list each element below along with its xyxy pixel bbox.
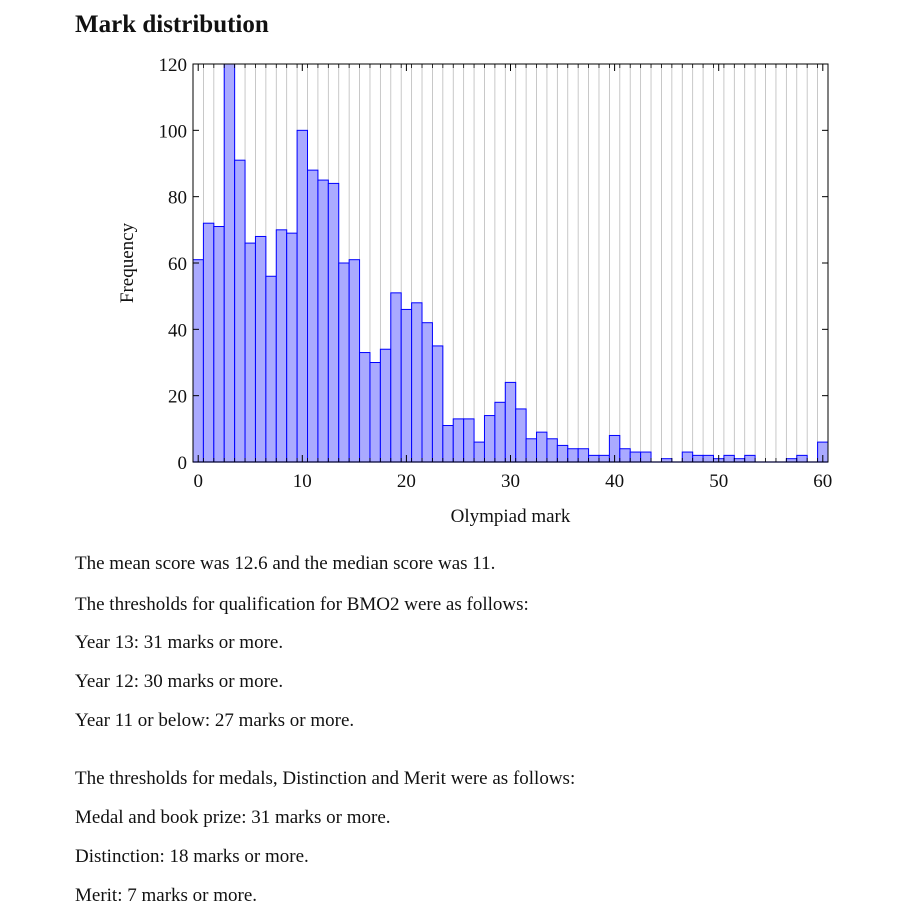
histogram-bar [546, 438, 558, 463]
histogram-bar [588, 454, 600, 463]
histogram-bar [473, 441, 485, 463]
histogram-bar [411, 302, 423, 463]
x-tick-label: 0 [193, 471, 203, 492]
histogram-bar [202, 222, 215, 463]
histogram-bar [577, 448, 590, 463]
histogram-bar [286, 232, 298, 463]
histogram-bar [400, 308, 413, 463]
histogram-bar [567, 448, 579, 463]
histogram-bar [525, 438, 538, 463]
x-tick-label: 60 [813, 471, 832, 492]
histogram-bar [619, 448, 631, 463]
histogram-bar [223, 63, 236, 463]
stats-line: The mean score was 12.6 and the median s… [75, 553, 496, 574]
x-axis-label: Olympiad mark [451, 506, 571, 527]
histogram-bar [504, 381, 517, 463]
histogram-bar [265, 275, 277, 463]
x-tick-label: 50 [709, 471, 728, 492]
bmo2-threshold: Year 11 or below: 27 marks or more. [75, 710, 355, 731]
histogram-bar [317, 179, 329, 463]
histogram-bar [421, 322, 433, 463]
y-tick-label: 40 [168, 320, 187, 341]
histogram-bar [359, 352, 371, 463]
histogram-bar [244, 242, 256, 463]
histogram-bar [598, 454, 610, 463]
histogram-bar [327, 182, 340, 463]
medal-threshold: Medal and book prize: 31 marks or more. [75, 807, 391, 828]
histogram-bar [536, 431, 548, 463]
histogram-bar [629, 451, 642, 463]
page-title: Mark distribution [75, 11, 269, 38]
bmo2-intro: The thresholds for qualification for BMO… [75, 594, 529, 615]
bmo2-threshold: Year 12: 30 marks or more. [75, 671, 284, 692]
histogram-bar [556, 444, 569, 463]
histogram-bar [515, 408, 527, 463]
histogram-bar [702, 454, 714, 463]
medal-threshold: Merit: 7 marks or more. [75, 885, 258, 906]
histogram-chart: 0 10 20 30 40 50 60 0 20 40 60 80 100 120 Olympiad mar… [117, 55, 832, 527]
histogram-bar [192, 259, 204, 463]
histogram-bar [275, 229, 288, 463]
histogram-bar [483, 415, 496, 463]
histogram-bar [296, 129, 309, 463]
histogram-bar [640, 451, 652, 463]
histogram-bar [723, 454, 735, 463]
histogram-bar [338, 262, 350, 463]
histogram-bar [463, 418, 475, 463]
x-tick-label: 20 [397, 471, 416, 492]
histogram-bar [213, 226, 225, 463]
histogram-bar [442, 425, 454, 463]
medal-threshold: Distinction: 18 marks or more. [75, 846, 309, 867]
histogram-bar [254, 235, 267, 463]
histogram-bar [390, 292, 402, 463]
x-tick-label: 10 [293, 471, 312, 492]
histogram-bar [692, 454, 704, 463]
y-tick-label: 20 [168, 387, 187, 408]
y-tick-label: 80 [168, 188, 187, 209]
histogram-bar [234, 159, 246, 463]
y-axis-label: Frequency [117, 222, 138, 303]
bmo2-threshold: Year 13: 31 marks or more. [75, 632, 284, 653]
histogram-bar [494, 401, 506, 463]
histogram-bar [431, 345, 444, 463]
y-tick-label: 120 [159, 55, 188, 76]
histogram-bar [744, 454, 756, 463]
histogram-bar [796, 454, 808, 463]
histogram-bar [681, 451, 694, 463]
histogram-bar [307, 169, 319, 463]
y-tick-label: 60 [168, 254, 187, 275]
histogram-bar [379, 348, 392, 463]
histogram-bar [369, 362, 381, 463]
x-tick-label: 40 [605, 471, 624, 492]
histogram-bar [348, 259, 361, 463]
x-tick-label: 30 [501, 471, 520, 492]
y-tick-label: 100 [159, 121, 188, 142]
medals-intro: The thresholds for medals, Distinction a… [75, 768, 576, 789]
y-tick-label: 0 [178, 453, 188, 474]
histogram-bar [452, 418, 465, 463]
